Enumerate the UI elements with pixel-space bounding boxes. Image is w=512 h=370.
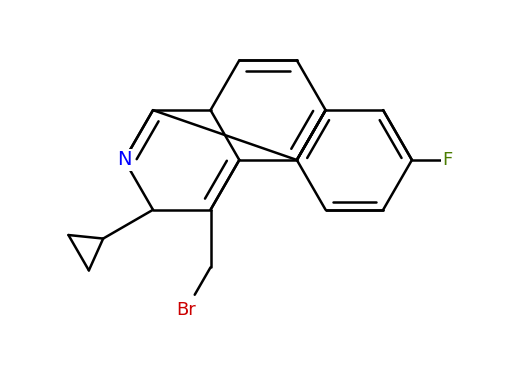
Text: N: N [117,151,132,169]
Text: Br: Br [176,301,196,319]
Text: F: F [442,151,453,169]
